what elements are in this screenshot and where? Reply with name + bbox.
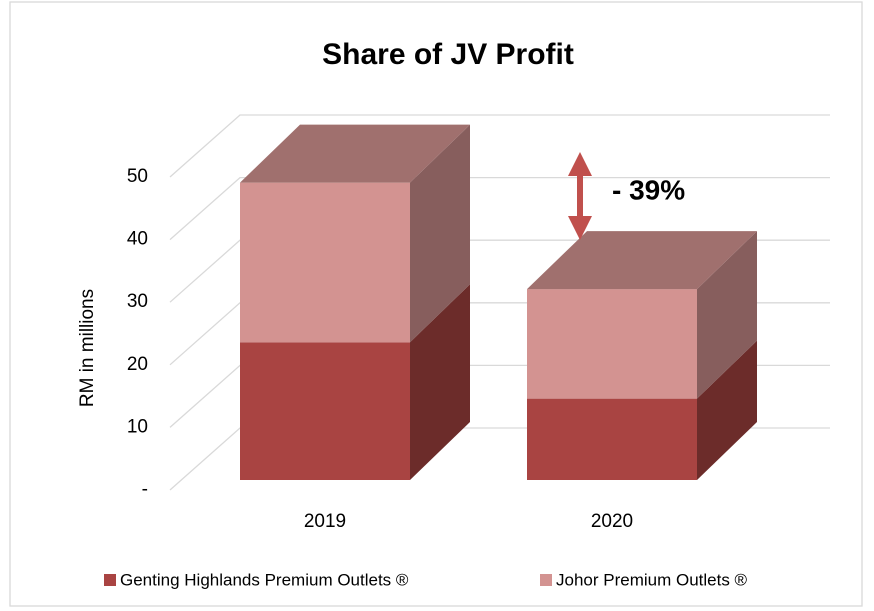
- legend-label: Johor Premium Outlets ®: [556, 570, 748, 589]
- y-tick-label: 30: [127, 291, 148, 312]
- arrow-head: [568, 216, 592, 240]
- legend-swatch: [104, 574, 116, 586]
- legend-label: Genting Highlands Premium Outlets ®: [120, 570, 409, 589]
- bar-side: [410, 284, 470, 480]
- y-tick-label: 40: [127, 229, 148, 250]
- chart-title: Share of JV Profit: [322, 38, 574, 71]
- bar-front: [527, 398, 697, 480]
- y-tick-label: 50: [127, 166, 148, 187]
- bar-top: [527, 231, 757, 290]
- legend-swatch: [540, 574, 552, 586]
- bar-front: [527, 289, 697, 399]
- bar-front: [240, 182, 410, 343]
- y-tick-label: 10: [127, 416, 148, 437]
- bar-side: [697, 231, 757, 399]
- grid-line: [169, 114, 830, 178]
- grid-line: [169, 176, 830, 241]
- y-axis-label: RM in millions: [77, 289, 98, 407]
- y-tick-label: 20: [127, 354, 148, 375]
- bar-front: [240, 342, 410, 480]
- annotation: - 39%: [612, 174, 685, 205]
- y-tick-label: -: [142, 479, 148, 500]
- x-tick-label: 2019: [304, 511, 346, 532]
- bar-side: [697, 340, 757, 480]
- x-tick-label: 2020: [591, 511, 633, 532]
- arrow-head: [568, 152, 592, 176]
- bar-top: [240, 124, 470, 183]
- bar-side: [410, 124, 470, 343]
